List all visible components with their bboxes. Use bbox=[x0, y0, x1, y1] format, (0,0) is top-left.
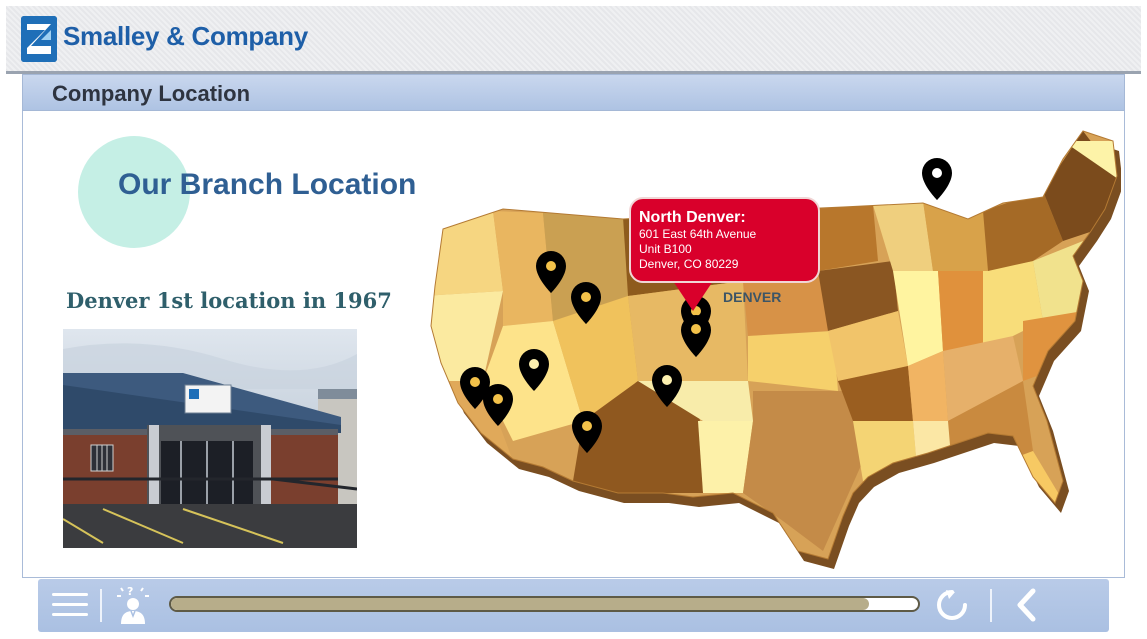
map-pin-icon[interactable] bbox=[571, 282, 601, 324]
company-name: Smalley & Company bbox=[63, 21, 308, 51]
tooltip-title: North Denver: bbox=[639, 209, 746, 226]
page-title: Company Location bbox=[52, 81, 251, 106]
svg-text:?: ? bbox=[127, 585, 133, 598]
photo-caption: Denver 1st location in 1967 bbox=[66, 288, 392, 313]
toolbar-divider bbox=[100, 589, 102, 622]
map-pin-icon[interactable] bbox=[483, 384, 513, 426]
content-panel: Our Branch Location Denver 1st location … bbox=[22, 111, 1125, 578]
hamburger-menu-icon[interactable] bbox=[52, 593, 88, 619]
title-bar: Company Location bbox=[22, 74, 1125, 111]
map-pin-icon[interactable] bbox=[922, 158, 952, 200]
smalley-logo-icon bbox=[21, 16, 57, 62]
player-toolbar: ? bbox=[38, 579, 1109, 632]
map-pin-icon[interactable] bbox=[519, 349, 549, 391]
tooltip-pointer bbox=[673, 281, 713, 311]
denver-pin-icon[interactable] bbox=[680, 314, 712, 358]
map-pin-icon[interactable] bbox=[536, 251, 566, 293]
replay-icon[interactable] bbox=[934, 587, 970, 623]
branch-building-photo bbox=[63, 329, 357, 548]
map-pin-icon[interactable] bbox=[652, 365, 682, 407]
tooltip-address-line-2: Unit B100 bbox=[639, 242, 692, 256]
us-map bbox=[423, 121, 1123, 569]
help-person-icon[interactable]: ? bbox=[113, 584, 153, 626]
location-tooltip: North Denver: 601 East 64th Avenue Unit … bbox=[629, 197, 820, 283]
header-bar: Smalley & Company bbox=[6, 6, 1141, 74]
chevron-left-icon[interactable] bbox=[1012, 587, 1042, 623]
tooltip-address-line-1: 601 East 64th Avenue bbox=[639, 227, 757, 241]
toolbar-divider bbox=[990, 589, 992, 622]
branch-heading: Our Branch Location bbox=[118, 168, 417, 201]
denver-map-label: DENVER bbox=[723, 289, 782, 305]
map-pin-icon[interactable] bbox=[460, 367, 490, 409]
tooltip-address-line-3: Denver, CO 80229 bbox=[639, 257, 739, 271]
progress-fill bbox=[171, 598, 870, 610]
map-pin-icon[interactable] bbox=[572, 411, 602, 453]
progress-bar[interactable] bbox=[169, 596, 920, 612]
decorative-circle bbox=[78, 136, 190, 248]
